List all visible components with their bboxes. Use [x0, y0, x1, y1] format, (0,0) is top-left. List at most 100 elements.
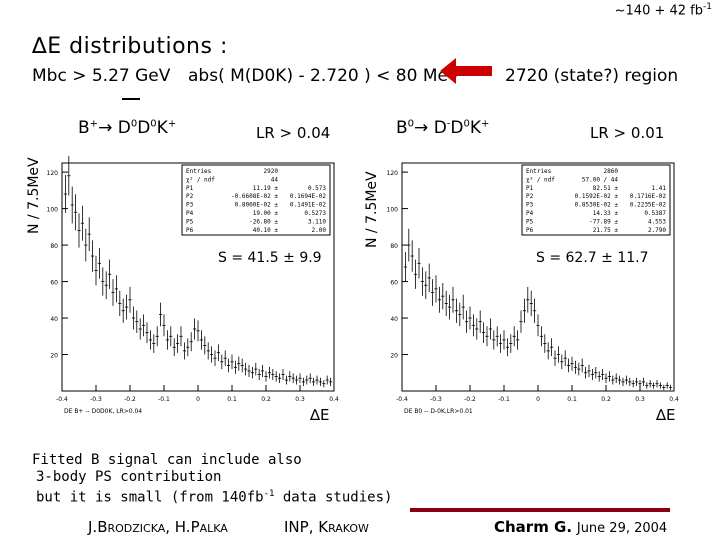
stats-error: 1.41 — [652, 185, 667, 192]
x-axis-label-left: ∆E — [310, 406, 330, 424]
stats-value: 0.8530E-02 ± — [575, 202, 619, 209]
stats-name: P3 — [526, 202, 534, 209]
y-tick-label: 120 — [387, 170, 399, 177]
note-line-2: 3-body PS contribution — [36, 469, 222, 485]
stats-name: Entries — [186, 168, 212, 175]
stats-error: 4.553 — [648, 218, 666, 225]
x-tick-label: 0 — [196, 396, 200, 403]
stats-frame — [521, 164, 671, 236]
region-label: 2720 (state?) region — [505, 66, 679, 86]
stats-value: 2920 — [264, 168, 279, 175]
stats-value: 82.51 ± — [593, 185, 619, 192]
conference-label: Charm G. June 29, 2004 — [494, 518, 668, 536]
x-tick-label: -0.4 — [396, 396, 408, 403]
stats-name: χ² / ndf — [186, 176, 215, 183]
stats-name: P6 — [526, 227, 534, 234]
fit-stats-box: Entries 2920 χ² / ndf 44 P1 11.19 ± 0.573 P2 -0.… — [181, 164, 331, 236]
stats-error: 2.790 — [648, 227, 666, 234]
histogram-caption: DE B0 -- D-0K,LR>0.01 — [404, 408, 473, 415]
fit-stats-box: Entries 2860 χ² / ndf 57.00 / 44 P1 82.51 ± 1.… — [521, 164, 671, 236]
stats-value: -77.89 ± — [589, 218, 618, 225]
x-tick-label: -0.1 — [158, 396, 170, 403]
notes-block: Fitted B signal can include also 3-body … — [32, 452, 392, 507]
stats-error: 2.00 — [312, 227, 327, 234]
overbar-mark — [122, 98, 140, 100]
page-title: ∆E distributions : — [32, 34, 228, 59]
stats-value: 11.19 ± — [253, 185, 279, 192]
stats-error: 0.1716E-02 — [630, 193, 667, 200]
lr-cut-left: LR > 0.04 — [256, 124, 331, 142]
stats-name: P1 — [186, 185, 194, 192]
footer-divider — [410, 508, 670, 512]
stats-value: 40.10 ± — [253, 227, 279, 234]
x-tick-label: -0.3 — [430, 396, 442, 403]
x-tick-label: 0.2 — [601, 396, 611, 403]
x-tick-label: 0.2 — [261, 396, 271, 403]
y-tick-label: 40 — [50, 316, 58, 323]
y-tick-label: 60 — [50, 280, 58, 287]
x-tick-label: 0.1 — [567, 396, 577, 403]
stats-name: P4 — [526, 210, 534, 217]
x-tick-label: -0.2 — [464, 396, 476, 403]
histogram-left: 20 40 60 80 100 120 -0.4 -0.3 -0.2 -0.1 0 0.1 0.2 0.3… — [47, 155, 339, 415]
x-tick-label: 0.3 — [635, 396, 645, 403]
note-line-3: but it is small (from 140fb-1 data studi… — [36, 489, 393, 506]
y-tick-label: 20 — [390, 353, 398, 360]
stats-value: 2860 — [604, 168, 619, 175]
reaction-label-left: B+→ D0D0K+ — [78, 98, 176, 138]
stats-name: P1 — [526, 185, 534, 192]
stats-value: 0.1592E-02 ± — [575, 193, 619, 200]
stats-error: 0.1491E-02 — [290, 202, 327, 209]
plot-area-left: 20 40 60 80 100 120 -0.4 -0.3 -0.2 -0.1 0 0.1 0.2 0.3… — [47, 155, 339, 415]
x-tick-label: -0.1 — [498, 396, 510, 403]
signal-label-right: S = 62.7 ± 11.7 — [536, 250, 649, 266]
x-tick-label: -0.3 — [90, 396, 102, 403]
stats-name: P6 — [186, 227, 194, 234]
stats-value: -26.80 ± — [249, 218, 278, 225]
y-tick-label: 60 — [390, 280, 398, 287]
stats-value: 19.00 ± — [253, 210, 279, 217]
y-tick-label: 80 — [50, 243, 58, 250]
x-tick-label: 0 — [536, 396, 540, 403]
y-axis-label-right: N / 7.5MeV — [364, 171, 380, 248]
histogram-right: 20 40 60 80 100 120 -0.4 -0.3 -0.2 -0.1 0 0.1 0.2 0.3… — [387, 162, 679, 415]
stats-value: 44 — [271, 176, 279, 183]
x-tick-label: -0.4 — [56, 396, 68, 403]
y-tick-label: 80 — [390, 243, 398, 250]
y-tick-label: 120 — [47, 170, 59, 177]
authors-label: J.Brodzicka, H.Palka — [88, 518, 228, 536]
stats-name: P5 — [186, 218, 194, 225]
stats-value: 21.75 ± — [593, 227, 619, 234]
stats-error: 0.2235E-02 — [630, 202, 667, 209]
y-tick-label: 20 — [50, 353, 58, 360]
plot-area-right: 20 40 60 80 100 120 -0.4 -0.3 -0.2 -0.1 0 0.1 0.2 0.3… — [387, 162, 679, 415]
x-tick-label: 0.3 — [295, 396, 305, 403]
stats-name: Entries — [526, 168, 552, 175]
stats-error: 0.1694E-02 — [290, 193, 327, 200]
x-tick-label: 0.4 — [329, 396, 339, 403]
x-axis-label-right: ∆E — [656, 406, 676, 424]
stats-error: 0.5273 — [304, 210, 326, 217]
mass-cut-label: abs( M(D0K) - 2.720 ) < 80 MeV — [188, 66, 460, 86]
stats-error: 0.5387 — [644, 210, 666, 217]
stats-name: P5 — [526, 218, 534, 225]
stats-value: 0.8000E-02 ± — [235, 202, 279, 209]
mbc-cut-label: Mbc > 5.27 GeV — [32, 66, 171, 86]
y-tick-label: 100 — [387, 207, 399, 214]
signal-label-left: S = 41.5 ± 9.9 — [218, 250, 322, 266]
stats-name: P2 — [186, 193, 194, 200]
stats-error: 3.110 — [308, 218, 326, 225]
stats-error: 0.573 — [308, 185, 326, 192]
stats-name: χ² / ndf — [526, 176, 555, 183]
x-tick-label: 0.1 — [227, 396, 237, 403]
stats-value: 57.00 / 44 — [582, 176, 619, 183]
x-tick-label: -0.2 — [124, 396, 136, 403]
institute-label: INP, Krakow — [284, 518, 369, 536]
x-tick-label: 0.4 — [669, 396, 679, 403]
stats-value: 14.33 ± — [593, 210, 619, 217]
left-arrow-icon — [440, 58, 492, 84]
stats-value: -0.6608E-02 ± — [231, 193, 278, 200]
stats-frame — [181, 164, 331, 236]
stats-name: P4 — [186, 210, 194, 217]
note-line-1: Fitted B signal can include also — [32, 452, 302, 468]
